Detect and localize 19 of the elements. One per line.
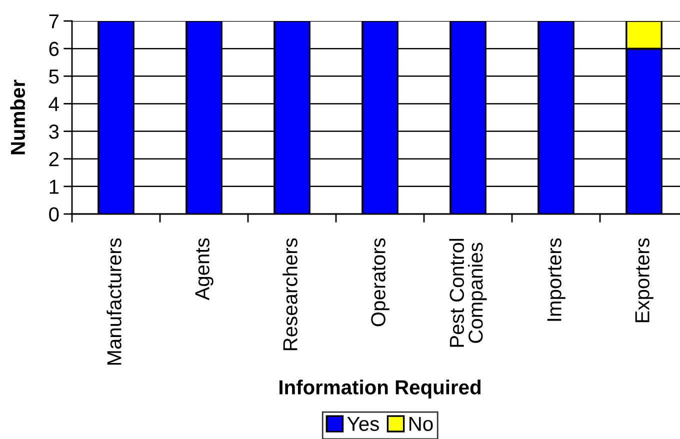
- y-tick-label: 7: [49, 14, 58, 28]
- legend-label: Yes: [347, 416, 379, 431]
- x-tick-label: Agents: [195, 238, 214, 300]
- y-tick-label: 3: [49, 124, 59, 139]
- x-tick-label: Manufacturers: [106, 238, 122, 365]
- x-tick-label: Pest Control Companies: [449, 238, 487, 347]
- y-tick-label: 1: [50, 180, 59, 194]
- x-tick-label: Importers: [547, 238, 566, 321]
- y-tick-label: 2: [49, 152, 58, 166]
- x-tick-label: Exporters: [635, 238, 654, 322]
- y-tick-label: 0: [49, 207, 59, 222]
- x-axis-title: Information Required: [280, 380, 480, 398]
- x-tick-label: Researchers: [282, 238, 298, 350]
- y-tick-label: 6: [49, 42, 59, 56]
- y-tick-label: 4: [48, 97, 59, 112]
- y-tick-label: 5: [49, 70, 59, 84]
- legend-label: No: [410, 416, 433, 431]
- x-tick-label: Operators: [371, 238, 390, 326]
- y-axis-title: Number: [10, 80, 26, 154]
